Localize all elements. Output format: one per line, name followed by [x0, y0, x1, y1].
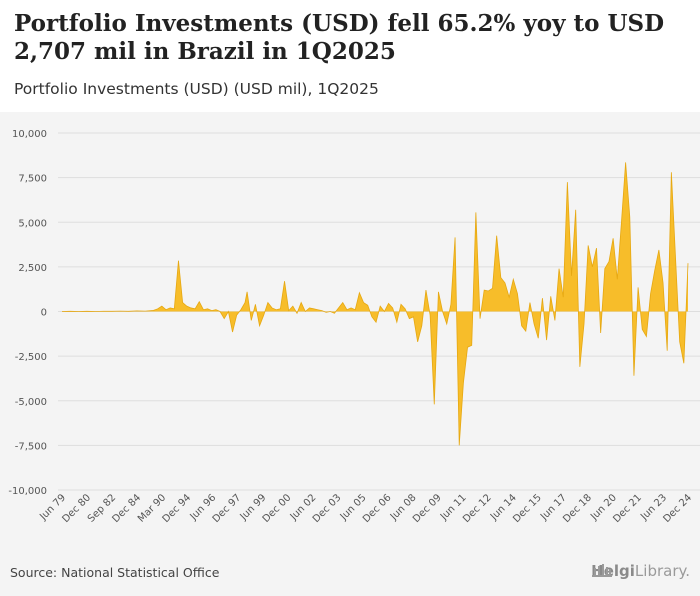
x-tick-label: Dec 94: [161, 492, 194, 525]
y-tick-label: -5,000: [15, 397, 47, 408]
x-tick-label: Dec 24: [661, 492, 694, 525]
helgi-library-logo: HelgiLibrary.: [591, 562, 690, 580]
y-axis: 10,000 7,500 5,000 2,500 0 -2,500 -5,000 -7,500…: [8, 129, 47, 497]
plot-area: [61, 162, 689, 446]
chart-subtitle: Portfolio Investments (USD) (USD mil), 1…: [14, 80, 379, 98]
chart-area: [0, 112, 700, 596]
x-tick-label: Dec 09: [411, 492, 444, 525]
y-tick-label: -10,000: [8, 486, 47, 497]
y-tick-label: 10,000: [12, 129, 47, 140]
x-tick-label: Dec 03: [311, 492, 344, 525]
y-tick-label: 0: [41, 308, 47, 319]
chart-title: Portfolio Investments (USD) fell 65.2% y…: [14, 10, 665, 65]
y-tick-label: 2,500: [18, 263, 47, 274]
x-tick-label: Dec 97: [211, 492, 244, 525]
x-tick-label: Dec 18: [561, 492, 594, 525]
y-tick-label: 7,500: [18, 174, 47, 185]
header: Portfolio Investments (USD) fell 65.2% y…: [0, 0, 700, 112]
y-tick-label: -7,500: [15, 441, 47, 452]
y-tick-label: -2,500: [15, 352, 47, 363]
library-building-icon: [592, 564, 613, 577]
series-line: [61, 162, 689, 446]
source-note: Source: National Statistical Office: [10, 565, 220, 580]
x-tick-label: Dec 15: [511, 492, 544, 525]
y-tick-label: 5,000: [18, 218, 47, 229]
x-tick-label: Dec 21: [611, 492, 644, 525]
x-tick-label: Dec 06: [361, 492, 394, 525]
x-tick-label: Dec 12: [461, 492, 494, 525]
series-area: [62, 162, 688, 446]
logo-suffix: Library.: [634, 562, 690, 580]
x-tick-label: Dec 00: [261, 492, 294, 525]
